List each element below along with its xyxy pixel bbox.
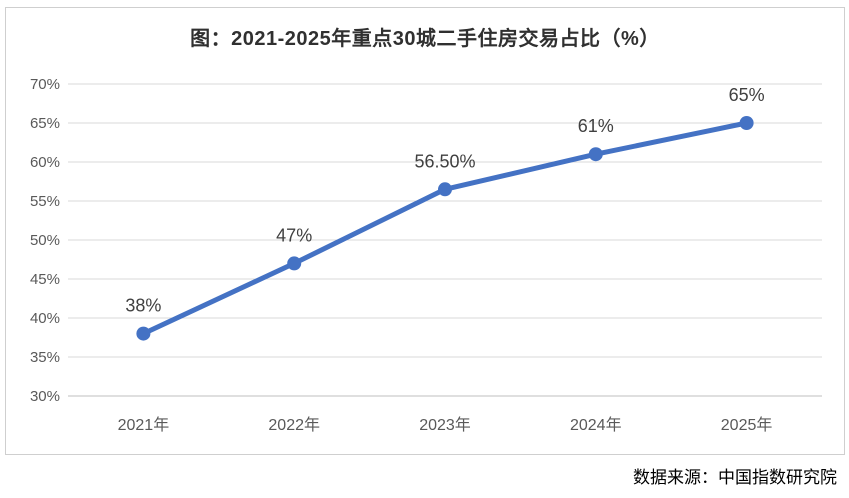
data-point-label: 47% — [276, 225, 312, 245]
y-tick-label: 55% — [30, 193, 60, 210]
line-chart-plot: 30% 35% 40% 45% 50% 55% 60% 65% 70% 2021年 2022年 202… — [30, 76, 822, 434]
y-tick-label: 35% — [30, 349, 60, 366]
chart-title: 图：2021-2025年重点30城二手住房交易占比（%） — [190, 28, 660, 50]
x-tick-label: 2024年 — [570, 416, 622, 434]
x-tick-label: 2021年 — [118, 416, 170, 434]
x-tick-label: 2025年 — [721, 416, 773, 434]
data-point-label: 65% — [729, 85, 765, 105]
y-tick-label: 65% — [30, 115, 60, 132]
data-point-marker — [438, 182, 452, 197]
data-point-marker — [739, 116, 754, 130]
x-tick-label: 2022年 — [268, 416, 320, 434]
chart-container: 图：2021-2025年重点30城二手住房交易占比（%） 30% 35% 40% 45… — [5, 7, 845, 455]
y-tick-label: 50% — [30, 232, 60, 249]
y-tick-label: 40% — [30, 310, 60, 327]
data-point-label: 56.50% — [414, 151, 475, 171]
data-point-marker — [136, 326, 151, 341]
y-tick-label: 30% — [30, 388, 60, 405]
data-point-label: 61% — [578, 116, 614, 136]
data-point-label: 38% — [125, 296, 161, 316]
y-tick-label: 45% — [30, 271, 60, 288]
data-point-marker — [287, 256, 302, 271]
x-tick-label: 2023年 — [419, 416, 471, 434]
y-tick-label: 70% — [30, 76, 60, 93]
data-source-caption: 数据来源：中国指数研究院 — [633, 468, 837, 487]
data-point-marker — [588, 147, 603, 162]
y-tick-label: 60% — [30, 154, 60, 171]
